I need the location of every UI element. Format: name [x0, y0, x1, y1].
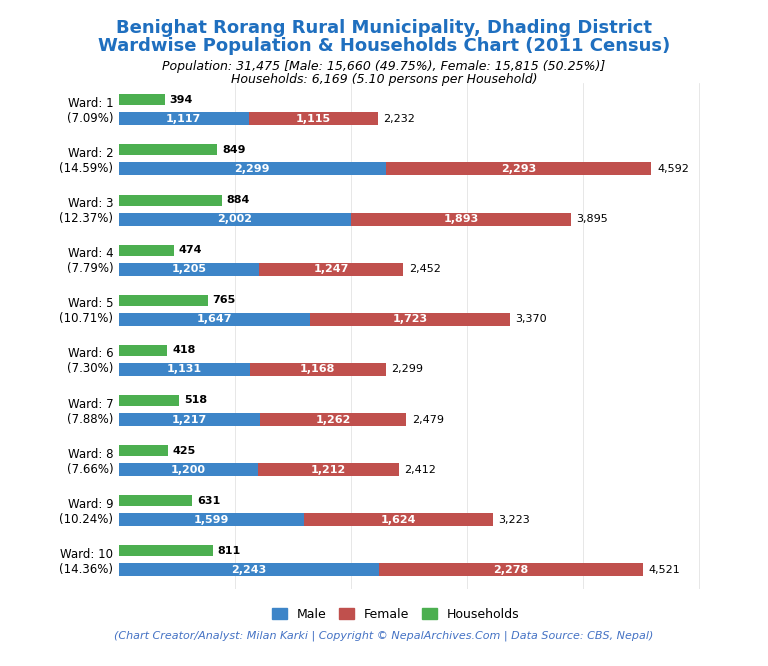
Text: 1,115: 1,115 — [296, 114, 331, 124]
Text: 3,370: 3,370 — [515, 314, 547, 324]
Text: 4,521: 4,521 — [649, 565, 680, 575]
Text: 2,278: 2,278 — [494, 565, 528, 575]
Text: 2,299: 2,299 — [234, 164, 270, 174]
Text: Population: 31,475 [Male: 15,660 (49.75%), Female: 15,815 (50.25%)]: Population: 31,475 [Male: 15,660 (49.75%… — [162, 60, 606, 73]
Bar — [119, 496, 192, 506]
Text: 1,723: 1,723 — [392, 314, 428, 324]
Bar — [258, 463, 399, 476]
Legend: Male, Female, Households: Male, Female, Households — [266, 603, 525, 626]
Bar — [119, 363, 250, 376]
Bar — [119, 563, 379, 576]
Text: 1,599: 1,599 — [194, 515, 230, 525]
Text: 1,647: 1,647 — [197, 314, 232, 324]
Bar — [119, 113, 249, 125]
Bar — [304, 513, 492, 526]
Text: 418: 418 — [172, 346, 196, 356]
Bar — [119, 395, 179, 406]
Text: 425: 425 — [173, 446, 196, 456]
Bar — [310, 313, 510, 326]
Bar — [119, 413, 260, 426]
Text: 2,479: 2,479 — [412, 414, 444, 424]
Bar — [119, 95, 164, 105]
Text: 765: 765 — [213, 295, 236, 305]
Bar — [386, 163, 651, 175]
Text: 1,117: 1,117 — [166, 114, 201, 124]
Bar — [379, 563, 643, 576]
Text: 1,624: 1,624 — [381, 515, 416, 525]
Text: 1,247: 1,247 — [313, 264, 349, 274]
Text: 1,131: 1,131 — [167, 364, 202, 374]
Bar — [119, 463, 258, 476]
Text: 1,205: 1,205 — [171, 264, 207, 274]
Text: 2,243: 2,243 — [231, 565, 266, 575]
Bar — [259, 262, 403, 276]
Bar — [119, 295, 207, 306]
Text: 2,002: 2,002 — [217, 214, 253, 224]
Bar — [119, 145, 217, 155]
Text: 1,217: 1,217 — [172, 414, 207, 424]
Bar — [119, 513, 304, 526]
Text: 811: 811 — [217, 546, 241, 556]
Text: 3,895: 3,895 — [576, 214, 608, 224]
Text: 2,299: 2,299 — [392, 364, 423, 374]
Bar — [119, 445, 168, 456]
Text: 1,200: 1,200 — [171, 465, 206, 475]
Text: 394: 394 — [170, 95, 193, 105]
Text: 1,262: 1,262 — [316, 414, 351, 424]
Bar — [249, 113, 378, 125]
Text: 518: 518 — [184, 396, 207, 406]
Text: Wardwise Population & Households Chart (2011 Census): Wardwise Population & Households Chart (… — [98, 37, 670, 55]
Bar — [250, 363, 386, 376]
Text: 474: 474 — [179, 245, 202, 255]
Text: 631: 631 — [197, 496, 220, 505]
Text: 3,223: 3,223 — [498, 515, 530, 525]
Bar — [119, 262, 259, 276]
Text: 2,232: 2,232 — [383, 114, 415, 124]
Text: Households: 6,169 (5.10 persons per Household): Households: 6,169 (5.10 persons per Hous… — [230, 73, 538, 87]
Text: 2,293: 2,293 — [501, 164, 536, 174]
Text: 4,592: 4,592 — [657, 164, 689, 174]
Bar — [119, 212, 351, 226]
Bar — [119, 345, 167, 356]
Text: (Chart Creator/Analyst: Milan Karki | Copyright © NepalArchives.Com | Data Sourc: (Chart Creator/Analyst: Milan Karki | Co… — [114, 630, 654, 641]
Bar — [119, 244, 174, 256]
Bar — [119, 163, 386, 175]
Text: 849: 849 — [222, 145, 246, 155]
Bar — [351, 212, 571, 226]
Text: 1,212: 1,212 — [311, 465, 346, 475]
Bar — [260, 413, 406, 426]
Text: 2,412: 2,412 — [405, 465, 436, 475]
Bar — [119, 545, 213, 556]
Text: 1,893: 1,893 — [443, 214, 478, 224]
Text: Benighat Rorang Rural Municipality, Dhading District: Benighat Rorang Rural Municipality, Dhad… — [116, 19, 652, 37]
Text: 2,452: 2,452 — [409, 264, 441, 274]
Text: 1,168: 1,168 — [300, 364, 336, 374]
Bar — [119, 194, 221, 206]
Bar — [119, 313, 310, 326]
Text: 884: 884 — [226, 195, 250, 205]
